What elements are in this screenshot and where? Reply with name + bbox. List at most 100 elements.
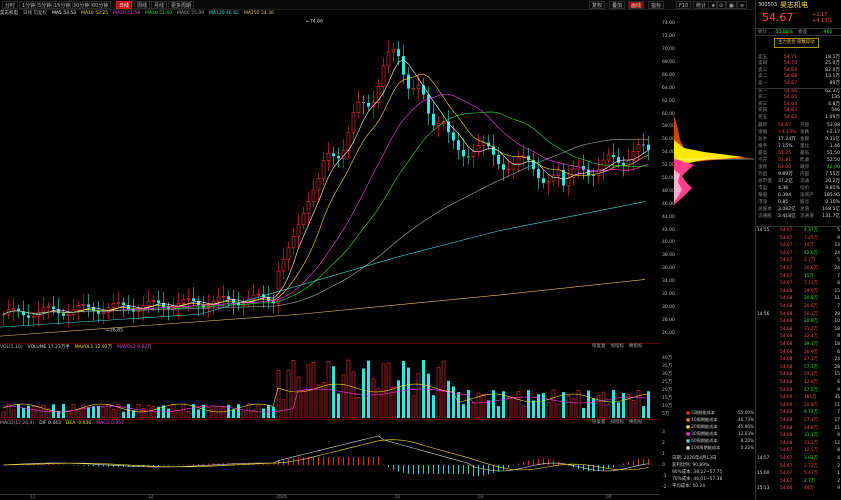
- price-change: +2.17: [812, 12, 828, 18]
- chip-info-line: 日期: 2026年4月13日: [672, 456, 717, 461]
- volume-chart[interactable]: [0, 352, 660, 418]
- ask-level[interactable]: 卖三 54.69 82.0万: [758, 67, 840, 73]
- period-tab-3[interactable]: 15分钟: [51, 1, 74, 9]
- vol-tool[interactable]: 恢复复: [592, 344, 606, 349]
- period-tab-1[interactable]: 1分钟: [19, 1, 39, 9]
- volume-bar: [346, 359, 351, 418]
- ma-legend-item: MA20 51.58: [113, 11, 141, 16]
- ask-level[interactable]: 卖一 54.67 89万: [758, 80, 840, 86]
- toolbar-button-0[interactable]: 复权: [589, 1, 606, 9]
- toolbar-button-9[interactable]: ≡: [737, 1, 748, 9]
- macd-chart[interactable]: [0, 428, 660, 494]
- volume-bar: [11, 409, 16, 418]
- period-tab-4[interactable]: 30分钟: [70, 1, 93, 9]
- candle-body: [422, 85, 425, 95]
- price-tick: 38.00: [662, 253, 675, 259]
- period-tab-6[interactable]: 日线: [116, 1, 133, 9]
- toolbar-button-3[interactable]: 指标: [648, 1, 665, 9]
- volume-bar: [376, 388, 381, 418]
- candle-body: [332, 153, 335, 157]
- bid-level[interactable]: 买四 54.63 546: [758, 108, 840, 114]
- price-tick: 44.00: [662, 214, 675, 220]
- toolbar-button-6[interactable]: ★: [708, 1, 719, 9]
- toolbar-button-5[interactable]: 统计: [693, 1, 710, 9]
- volume-bar: [181, 403, 186, 418]
- macd-legend-item: MACD(12,26,9): [0, 421, 35, 426]
- price-pct: +4.13%: [812, 18, 833, 24]
- tick-row: 54.67 2.7万 5: [780, 258, 840, 264]
- candle-body: [326, 153, 331, 161]
- macd-axis: 3 2 1 0 -1 -2: [661, 428, 674, 494]
- candle-body: [362, 102, 365, 103]
- ma-legend-item: MA5 53.53: [51, 11, 77, 16]
- volume-bar: [397, 380, 400, 418]
- volume-bar: [391, 386, 396, 418]
- volume-bar: [262, 408, 265, 418]
- bid-level[interactable]: 买三 54.64 4.8万: [758, 101, 840, 107]
- ask-level[interactable]: 卖二 54.68 13.1万: [758, 74, 840, 80]
- candle-body: [151, 300, 156, 302]
- price-tick: 54.00: [662, 150, 675, 156]
- candle-body: [467, 156, 470, 158]
- period-tab-7[interactable]: 周线: [134, 1, 151, 9]
- period-tab-5[interactable]: 60分钟: [89, 1, 112, 9]
- volume-bar: [647, 391, 650, 418]
- stat-row: 每股 0.394 净资产 185.95: [758, 193, 840, 198]
- ask-level[interactable]: 卖四 54.70 25.0万: [758, 61, 840, 67]
- bid-level[interactable]: 买二 54.65 135: [758, 95, 840, 101]
- dea-line: [3, 439, 649, 471]
- capital-flow-button[interactable]: 主力资金·席数异动: [774, 38, 819, 48]
- vol-tool[interactable]: 加指标: [610, 344, 625, 349]
- tick-row: 54.68 57.3万 28: [780, 364, 840, 370]
- volume-bar: [151, 406, 156, 418]
- toolbar-button-7[interactable]: ⊙: [716, 1, 727, 9]
- macd-legend-item: DEA -0.036: [65, 421, 92, 426]
- bid-level[interactable]: 买一 54.66 62.3万: [758, 89, 840, 94]
- period-tab-0[interactable]: 分时: [2, 1, 19, 9]
- vol-legend-item: MAVOL1 12.92万: [74, 345, 113, 350]
- volume-bar: [462, 404, 465, 418]
- ma-line: [3, 59, 649, 315]
- macd-tool[interactable]: 恢复复: [592, 420, 606, 425]
- candle-body: [146, 301, 151, 306]
- tick-row: 54.68 20.8万 11: [780, 296, 840, 302]
- toolbar-button-1[interactable]: 叠加: [609, 1, 626, 9]
- macd-legend-item: DIF 0.443: [39, 421, 61, 426]
- ask-level[interactable]: 卖五 54.71 18.1万: [758, 55, 840, 60]
- period-tab-9[interactable]: 更多周期: [168, 1, 195, 9]
- ma-line: [3, 93, 649, 315]
- stat-row: 市净 0.85 股息 0.10%: [758, 200, 840, 205]
- candle-body: [537, 169, 540, 179]
- date-label: 2026: [276, 495, 287, 500]
- tick-row: 54.67 2.7万 2: [780, 478, 840, 484]
- candle-body: [57, 309, 60, 314]
- volume-tools[interactable]: 恢复复 加指标 换指标: [592, 343, 648, 351]
- period-tab-2[interactable]: 5分钟: [35, 1, 55, 9]
- volume-bar: [537, 394, 540, 418]
- order-diff: -960: [822, 30, 833, 35]
- stat-row: 涨停 63.00 跌停 42.00: [758, 165, 840, 170]
- volume-bar: [497, 406, 500, 418]
- macd-tool[interactable]: 加指标: [610, 420, 625, 425]
- candle-body: [427, 94, 430, 114]
- volume-bar: [192, 404, 195, 418]
- bid-level[interactable]: 买五 54.62 1.09万: [758, 114, 840, 120]
- candle-body: [587, 169, 590, 176]
- macd-tool[interactable]: 换指标: [629, 420, 643, 425]
- period-tab-8[interactable]: 月线: [151, 1, 168, 9]
- toolbar-button-2[interactable]: 画线: [628, 1, 645, 9]
- price-tick: 26.00: [662, 330, 675, 336]
- toolbar-button-4[interactable]: F10: [676, 1, 692, 9]
- tick-row: 54.67 7.11万 8: [780, 281, 840, 287]
- candle-body: [17, 308, 20, 312]
- vol-tool[interactable]: 换指标: [629, 344, 643, 349]
- toolbar-button-8[interactable]: ▣: [726, 1, 737, 9]
- candlestick-chart[interactable]: ←74.66 ←26.85: [0, 18, 660, 340]
- last-price: 54.67: [762, 11, 794, 24]
- order-book: 卖五 54.71 18.1万 卖四 54.70 25.0万 卖三 54.69 82.0万 卖二 54…: [756, 55, 841, 121]
- volume-bar: [532, 400, 535, 418]
- candle-body: [367, 102, 370, 107]
- volume-bar: [617, 402, 620, 418]
- macd-tools[interactable]: 恢复复 加指标 换指标: [592, 419, 648, 427]
- volume-bar: [467, 390, 470, 418]
